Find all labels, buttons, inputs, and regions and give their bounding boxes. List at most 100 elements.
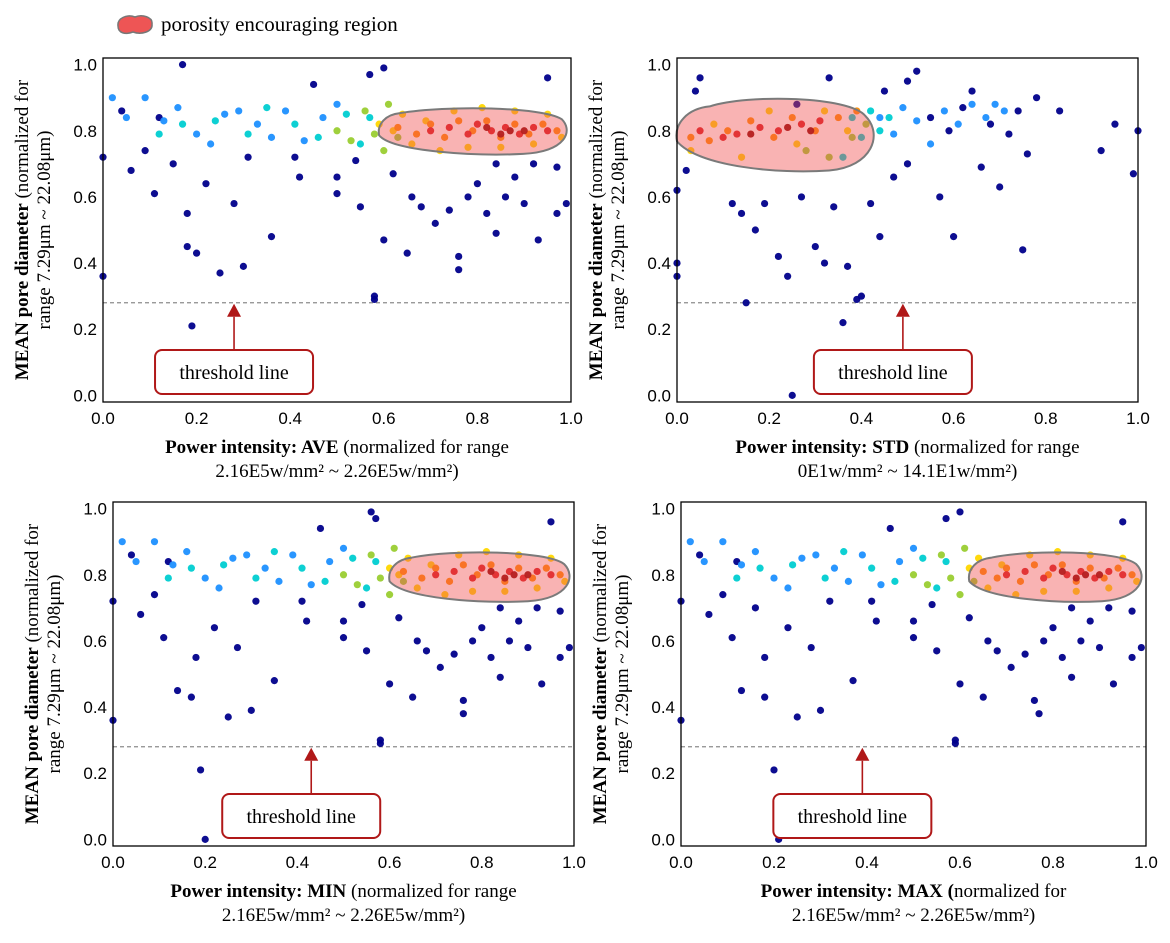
scatter-point [1095,571,1104,579]
scatter-point [737,209,746,218]
scatter-point [441,133,449,141]
scatter-point [487,561,495,569]
x-tick-label: 0.4 [855,853,879,872]
x-tick-label: 0.8 [1034,409,1058,428]
scatter-point [263,104,271,112]
scatter-point [150,591,159,599]
scatter-point [737,153,746,161]
scatter-point [127,166,135,175]
x-tick-label: 0.2 [757,409,781,428]
legend-label: porosity encouraging region [161,11,398,36]
scatter-point [923,581,932,589]
scatter-point [533,584,541,592]
scatter-point [193,130,201,138]
scatter-point [252,597,260,605]
x-tick-label: 0.4 [850,409,874,428]
scatter-point [501,193,510,201]
scatter-point [968,87,976,95]
scatter-point [984,637,992,645]
scatter-point [821,574,829,582]
scatter-point [362,647,371,655]
scatter-point [909,571,918,579]
scatter-point [201,835,209,843]
scatter-point [1021,650,1029,658]
scatter-point [188,322,196,330]
x-tick-label: 0.0 [665,409,689,428]
scatter-point [497,130,505,138]
scatter-point [793,140,801,148]
scatter-point [556,653,564,662]
scatter-point [473,120,481,128]
y-tick-label: 0.4 [73,254,97,273]
scatter-point [956,591,964,599]
y-axis-label-rest: (normalized for [12,79,33,203]
x-tick-label: 0.6 [372,409,396,428]
scatter-point [996,183,1004,191]
scatter-point [798,554,806,562]
y-axis-label-line2: range 7.29μm ~ 22.08μm) [612,575,633,774]
scatter-point [945,127,953,135]
scatter-point [553,209,561,218]
scatter-point [229,554,237,562]
scatter-point [1129,170,1137,178]
scatter-point [788,391,796,399]
scatter-point [356,203,364,211]
scatter-point [160,634,168,642]
scatter-point [1040,587,1048,595]
scatter-point [700,557,708,566]
scatter-point [876,233,884,241]
y-axis-label: MEAN pore diameter (normalized for [12,79,33,380]
scatter-point [394,123,402,132]
scatter-point [885,113,893,122]
scatter-point [403,249,411,257]
scatter-point [979,567,987,576]
y-axis-label: MEAN pore diameter (normalized for [586,79,607,380]
scatter-point [1119,571,1127,579]
scatter-point [942,514,950,523]
threshold-arrow-head [855,747,870,761]
scatter-point [774,127,783,135]
scatter-point [409,693,417,701]
scatter-point [367,551,375,559]
scatter-point [770,574,778,582]
y-tick-label: 0.0 [73,386,97,405]
scatter-point [1040,574,1048,582]
scatter-point [459,561,467,569]
scatter-point [784,624,792,632]
scatter-point [427,120,435,128]
scatter-point [751,226,759,234]
chart-panel-2: 0.0 0.2 0.4 0.6 0.8 1.0 0.0 0.2 0.4 0.6 0.8 1.0 Powe… [586,56,1150,482]
y-axis-label-rest: (normalized for [586,79,607,203]
threshold-callout-box [221,793,382,839]
scatter-point [174,104,182,112]
scatter-point [316,524,325,533]
scatter-point [539,120,547,128]
scatter-point [1128,571,1136,579]
scatter-point [1002,571,1011,579]
y-tick-label: 0.0 [651,830,675,849]
scatter-point [895,557,904,566]
scatter-point [820,259,829,267]
scatter-point [928,600,936,609]
scatter-point [705,137,713,145]
x-axis-label-rest: normalized for [954,881,1067,902]
scatter-point [356,140,364,148]
scatter-point [830,564,839,572]
x-axis-label-bold: Power intensity: MAX ( [761,881,954,902]
scatter-point [173,686,182,695]
scatter-point [267,133,276,141]
scatter-point [230,199,238,208]
y-tick-label: 0.8 [83,566,107,585]
scatter-point [352,156,360,165]
scatter-point [774,252,783,261]
y-axis-label-bold: MEAN pore diameter [22,647,43,825]
threshold-callout-box [812,349,973,395]
scatter-point [848,113,856,122]
scatter-point [728,634,736,642]
scatter-point [807,643,815,652]
scatter-point [221,110,229,118]
y-tick-label: 0.0 [83,830,107,849]
threshold-arrow-head [304,747,319,761]
scatter-point [789,561,797,569]
scatter-point [210,624,219,632]
